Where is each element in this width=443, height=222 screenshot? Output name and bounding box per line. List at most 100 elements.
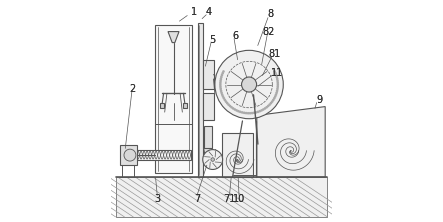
Circle shape <box>229 105 231 107</box>
Bar <box>202 93 214 120</box>
Text: 71: 71 <box>223 194 235 204</box>
Circle shape <box>215 50 283 119</box>
Circle shape <box>253 111 255 114</box>
Text: 9: 9 <box>317 95 323 105</box>
Circle shape <box>243 111 245 114</box>
Circle shape <box>219 82 222 84</box>
Circle shape <box>222 95 224 98</box>
Bar <box>155 25 192 173</box>
Circle shape <box>224 99 226 101</box>
Circle shape <box>219 84 222 86</box>
Circle shape <box>241 111 244 114</box>
Text: 5: 5 <box>210 35 216 46</box>
Circle shape <box>268 103 271 106</box>
Circle shape <box>241 77 256 92</box>
Circle shape <box>276 82 279 84</box>
Circle shape <box>124 149 136 161</box>
Circle shape <box>273 70 276 73</box>
Bar <box>204 127 213 149</box>
Text: 10: 10 <box>233 194 245 204</box>
Circle shape <box>275 93 277 96</box>
Circle shape <box>249 112 251 115</box>
Circle shape <box>267 105 269 107</box>
Circle shape <box>256 111 259 113</box>
Circle shape <box>273 97 276 100</box>
Circle shape <box>262 108 264 111</box>
Circle shape <box>220 78 222 80</box>
Text: 71: 71 <box>223 194 235 204</box>
Circle shape <box>245 112 248 114</box>
Text: 7: 7 <box>194 194 200 204</box>
Circle shape <box>230 106 233 109</box>
Circle shape <box>260 109 263 112</box>
Bar <box>116 177 327 217</box>
Circle shape <box>258 110 261 113</box>
Text: 11: 11 <box>271 69 283 79</box>
Circle shape <box>276 84 279 86</box>
Polygon shape <box>168 32 179 43</box>
Circle shape <box>276 80 279 82</box>
Text: 1: 1 <box>191 7 197 17</box>
Text: 3: 3 <box>155 194 160 204</box>
Text: 6: 6 <box>233 31 239 41</box>
Text: 9: 9 <box>317 95 323 105</box>
Text: 4: 4 <box>205 7 211 17</box>
Circle shape <box>239 111 241 113</box>
Text: 8: 8 <box>267 9 273 19</box>
Circle shape <box>264 107 266 110</box>
Text: 81: 81 <box>268 49 280 59</box>
Circle shape <box>275 91 278 94</box>
Text: 6: 6 <box>233 31 239 41</box>
Circle shape <box>219 87 222 90</box>
Circle shape <box>255 111 257 114</box>
Circle shape <box>235 109 238 112</box>
Polygon shape <box>222 133 253 177</box>
Circle shape <box>233 108 236 111</box>
Circle shape <box>220 76 223 78</box>
Circle shape <box>232 107 234 110</box>
Circle shape <box>222 72 224 75</box>
Polygon shape <box>204 149 213 160</box>
Circle shape <box>270 102 272 105</box>
Text: 81: 81 <box>268 49 280 59</box>
Text: 2: 2 <box>129 84 135 94</box>
Circle shape <box>227 103 230 106</box>
Bar <box>120 145 136 165</box>
Circle shape <box>226 102 229 105</box>
Circle shape <box>276 89 278 92</box>
Circle shape <box>247 112 249 115</box>
Bar <box>202 60 214 89</box>
Text: 10: 10 <box>233 194 245 204</box>
Polygon shape <box>233 99 242 114</box>
Text: 1: 1 <box>191 7 197 17</box>
Bar <box>136 150 190 160</box>
Circle shape <box>219 85 222 88</box>
Circle shape <box>220 91 223 94</box>
Circle shape <box>271 100 273 103</box>
Circle shape <box>221 93 224 96</box>
Text: 82: 82 <box>263 27 275 37</box>
Circle shape <box>265 106 268 109</box>
Circle shape <box>276 78 279 80</box>
Text: 3: 3 <box>155 194 160 204</box>
Circle shape <box>225 100 227 103</box>
Text: 5: 5 <box>210 35 216 46</box>
Text: 11: 11 <box>271 69 283 79</box>
Bar <box>160 103 164 108</box>
Circle shape <box>220 89 222 92</box>
Circle shape <box>203 150 222 169</box>
Bar <box>198 23 202 177</box>
Circle shape <box>251 112 253 114</box>
Circle shape <box>274 95 276 98</box>
Polygon shape <box>257 107 325 177</box>
Circle shape <box>222 97 225 100</box>
Text: 4: 4 <box>205 7 211 17</box>
Circle shape <box>211 158 214 161</box>
Circle shape <box>221 74 223 76</box>
Bar <box>183 103 187 108</box>
Circle shape <box>219 80 222 82</box>
Circle shape <box>272 99 275 101</box>
Circle shape <box>274 72 277 75</box>
Circle shape <box>276 76 278 78</box>
Circle shape <box>276 85 279 88</box>
